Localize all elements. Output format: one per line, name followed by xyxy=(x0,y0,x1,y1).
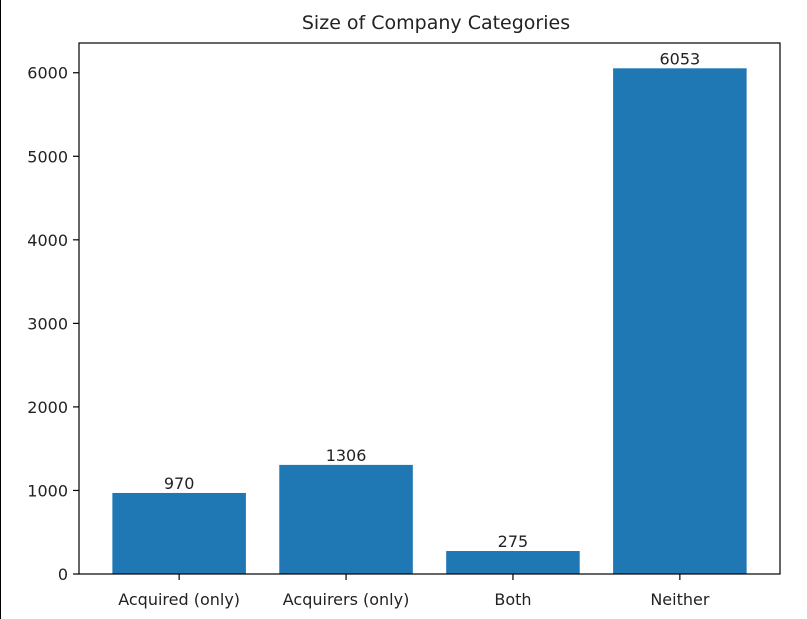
x-tick-label-3: Neither xyxy=(650,590,710,609)
bar-0 xyxy=(112,492,246,574)
bar-value-label-2: 275 xyxy=(498,532,529,551)
y-tick-label-4: 4000 xyxy=(27,231,68,250)
bar-value-label-3: 6053 xyxy=(660,49,701,68)
bar-value-label-1: 1306 xyxy=(326,446,367,465)
x-tick-label-1: Acquirers (only) xyxy=(283,590,410,609)
y-tick-label-2: 2000 xyxy=(27,398,68,417)
bar-3 xyxy=(613,68,747,574)
x-axis: Acquired (only) Acquirers (only) Both Neith… xyxy=(118,574,710,609)
bar-value-label-0: 970 xyxy=(164,474,195,493)
plot-area-frame xyxy=(78,42,781,575)
bars-layer xyxy=(112,68,747,574)
x-tick-label-2: Both xyxy=(494,590,531,609)
y-tick-label-6: 6000 xyxy=(27,64,68,83)
y-tick-label-3: 3000 xyxy=(27,314,68,333)
bar-2 xyxy=(446,551,580,574)
y-tick-label-0: 0 xyxy=(58,565,68,584)
chart-title: Size of Company Categories xyxy=(302,12,570,34)
y-tick-label-5: 5000 xyxy=(27,147,68,166)
x-tick-label-0: Acquired (only) xyxy=(118,590,240,609)
bar-labels-layer: 970 1306 275 6053 xyxy=(164,49,700,551)
y-axis: 0 1000 2000 3000 4000 5000 6000 xyxy=(27,64,79,584)
bar-1 xyxy=(279,464,413,574)
y-tick-label-1: 1000 xyxy=(27,481,68,500)
